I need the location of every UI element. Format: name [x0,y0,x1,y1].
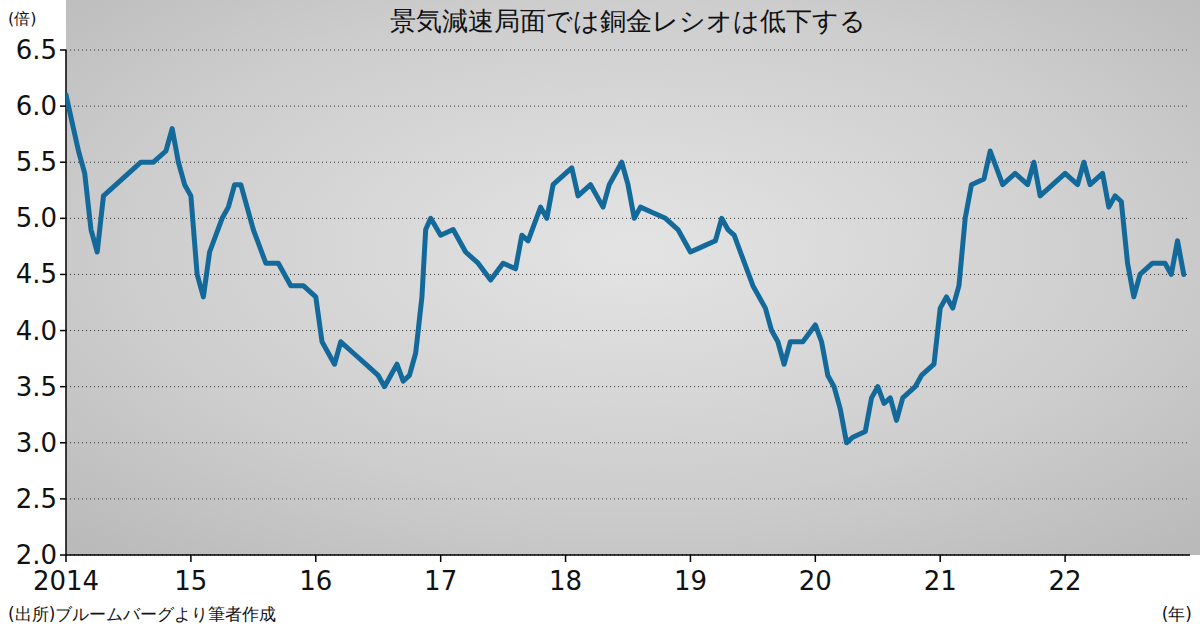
x-tick-label: 15 [174,566,207,596]
x-tick-label: 18 [549,566,582,596]
y-tick-label: 4.5 [16,259,57,289]
y-tick-label: 2.5 [16,484,57,514]
y-tick-label: 3.0 [16,428,57,458]
x-tick-label: 21 [924,566,957,596]
y-tick [60,498,66,500]
grid-line [66,498,1190,499]
x-tick [565,555,567,562]
series-line [66,95,1184,443]
page-bg [0,0,1200,630]
y-tick [60,161,66,163]
y-tick [60,330,66,332]
x-tick [315,555,317,562]
x-tick-label: 20 [799,566,832,596]
y-tick-label: 4.0 [16,316,57,346]
grid-line [66,218,1190,219]
x-tick-label: 17 [424,566,457,596]
x-tick [65,555,67,562]
x-axis-label: (年) [1162,604,1192,624]
x-tick-label: 16 [299,566,332,596]
photo-bg [66,0,1200,555]
title: 景気減速局面では銅金レシオは低下する [390,6,866,36]
y-tick-label: 5.0 [16,203,57,233]
source: (出所)ブルームバーグより筆者作成 [8,604,276,624]
y-tick [60,218,66,220]
y-tick [60,274,66,276]
x-tick-label: 22 [1049,566,1082,596]
x-tick [815,555,817,562]
chart: 景気減速局面では銅金レシオは低下する (倍) (出所)ブルームバーグより筆者作成 (年… [0,0,1200,630]
x-tick [690,555,692,562]
y-axis [65,50,67,555]
y-tick [60,554,66,556]
x-tick [190,555,192,562]
grid-line [66,442,1190,443]
x-tick [440,555,442,562]
plot-area [66,95,1184,443]
x-tick [939,555,941,562]
x-axis [66,554,1190,556]
y-tick-label: 3.5 [16,372,57,402]
y-tick-label: 5.5 [16,147,57,177]
y-tick-label: 6.5 [16,35,57,65]
x-tick [1064,555,1066,562]
x-tick-label: 19 [674,566,707,596]
y-tick-label: 6.0 [16,91,57,121]
y-tick [60,49,66,51]
y-tick [60,442,66,444]
y-tick [60,105,66,107]
grid-line [66,330,1190,331]
grid-line [66,386,1190,387]
grid-line [66,555,1190,556]
grid-line [66,50,1190,51]
grid-line [66,162,1190,163]
grid-line [66,106,1190,107]
grid-line [66,274,1190,275]
y-tick [60,386,66,388]
x-tick-label: 2014 [33,566,99,596]
y-axis-label: (倍) [8,9,36,28]
